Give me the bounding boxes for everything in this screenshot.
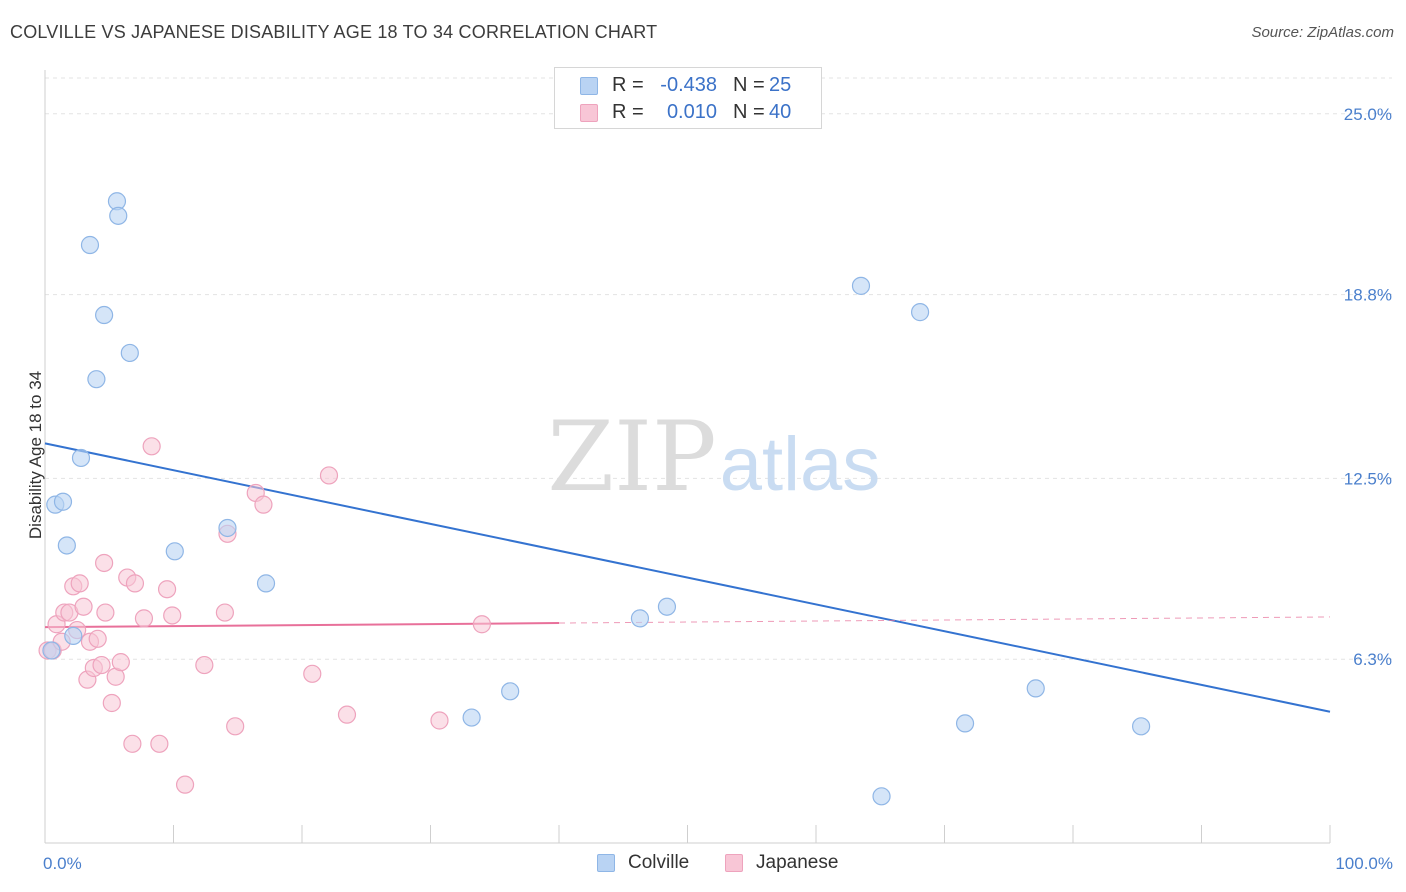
colville-point [872,787,891,806]
series-legend: Colville Japanese [597,851,897,875]
japanese-point [95,553,114,573]
colville-point [71,448,91,468]
colville-point [1026,679,1045,698]
r-label: R = [612,74,644,96]
japanese-point [70,574,89,593]
japanese-point [337,705,357,724]
colville-point [87,370,106,389]
japanese-point [111,653,130,672]
japanese-point [472,615,491,634]
colville-point [57,536,76,555]
chart-title: COLVILLE VS JAPANESE DISABILITY AGE 18 T… [10,22,658,42]
source-label: Source: ZipAtlas.com [1251,24,1394,41]
n-value: 40 [769,101,792,123]
japanese-legend-label: Japanese [756,852,839,873]
colville-point [630,609,650,628]
colville-point [851,276,871,295]
japanese-point [125,574,145,593]
y-axis-label: Disability Age 18 to 34 [26,370,45,540]
japanese-point [430,711,449,730]
japanese-point [254,495,273,514]
watermark-atlas: atlas [720,422,881,507]
colville-point [42,641,61,660]
japanese-point [195,655,214,675]
colville-point [53,492,73,511]
japanese-point [74,597,93,616]
axes [44,70,1331,844]
japanese-point [175,775,195,794]
colville-point [256,574,276,593]
colville-legend-swatch [597,854,615,872]
japanese-point [150,734,169,753]
tick-labels: 6.3% 12.5% 18.8% 25.0% 0.0% 100.0% [43,105,1393,873]
watermark: ZIP atlas [547,401,880,513]
x-tick-label-max: 100.0% [1335,854,1393,873]
n-value: 25 [769,74,792,96]
colville-point [501,682,520,701]
japanese-point [96,603,115,622]
colville-point [1132,717,1151,736]
r-value: -0.438 [660,74,717,96]
y-tick-label: 25.0% [1344,105,1392,124]
japanese-point [142,437,161,456]
colville-point [64,626,83,645]
japanese-point [303,664,322,683]
colville-point [218,518,237,538]
japanese-point [215,603,234,622]
japanese-legend-swatch [725,854,743,872]
colville-point [910,303,930,322]
japanese-point [163,606,182,625]
japanese-trend-line-extension [558,616,1331,624]
x-tick-label-min: 0.0% [43,854,82,873]
japanese-point [226,717,245,736]
japanese-point [92,655,111,675]
japanese-point [157,580,177,599]
data-points [38,192,1151,806]
y-tick-label: 12.5% [1344,469,1392,488]
colville-legend-label: Colville [628,852,690,873]
colville-point [462,708,481,727]
japanese-point [123,734,142,753]
stats-row-japanese: R = 0.010 N = 40 [555,100,821,126]
y-tick-label: 18.8% [1344,286,1392,305]
watermark-zip: ZIP [547,401,716,513]
colville-point [109,206,128,225]
stats-row-colville: R = -0.438 N = 25 [555,73,821,99]
r-value: 0.010 [666,101,717,123]
n-label: N = [733,74,765,96]
grid-lines [45,77,1392,660]
japanese-point [319,466,339,485]
stats-legend: R = -0.438 N = 25 R = 0.010 N = 40 [554,67,822,129]
colville-point [95,305,114,325]
colville-point [955,714,975,733]
japanese-point [88,629,107,648]
n-label: N = [733,101,765,123]
japanese-point [134,609,154,628]
colville-swatch [580,77,598,95]
colville-point [80,235,100,255]
colville-point [120,343,139,363]
colville-point [657,597,677,616]
colville-point [165,542,184,561]
r-label: R = [612,101,644,123]
japanese-point [102,693,121,713]
japanese-swatch [580,104,598,122]
y-tick-label: 6.3% [1353,650,1392,669]
